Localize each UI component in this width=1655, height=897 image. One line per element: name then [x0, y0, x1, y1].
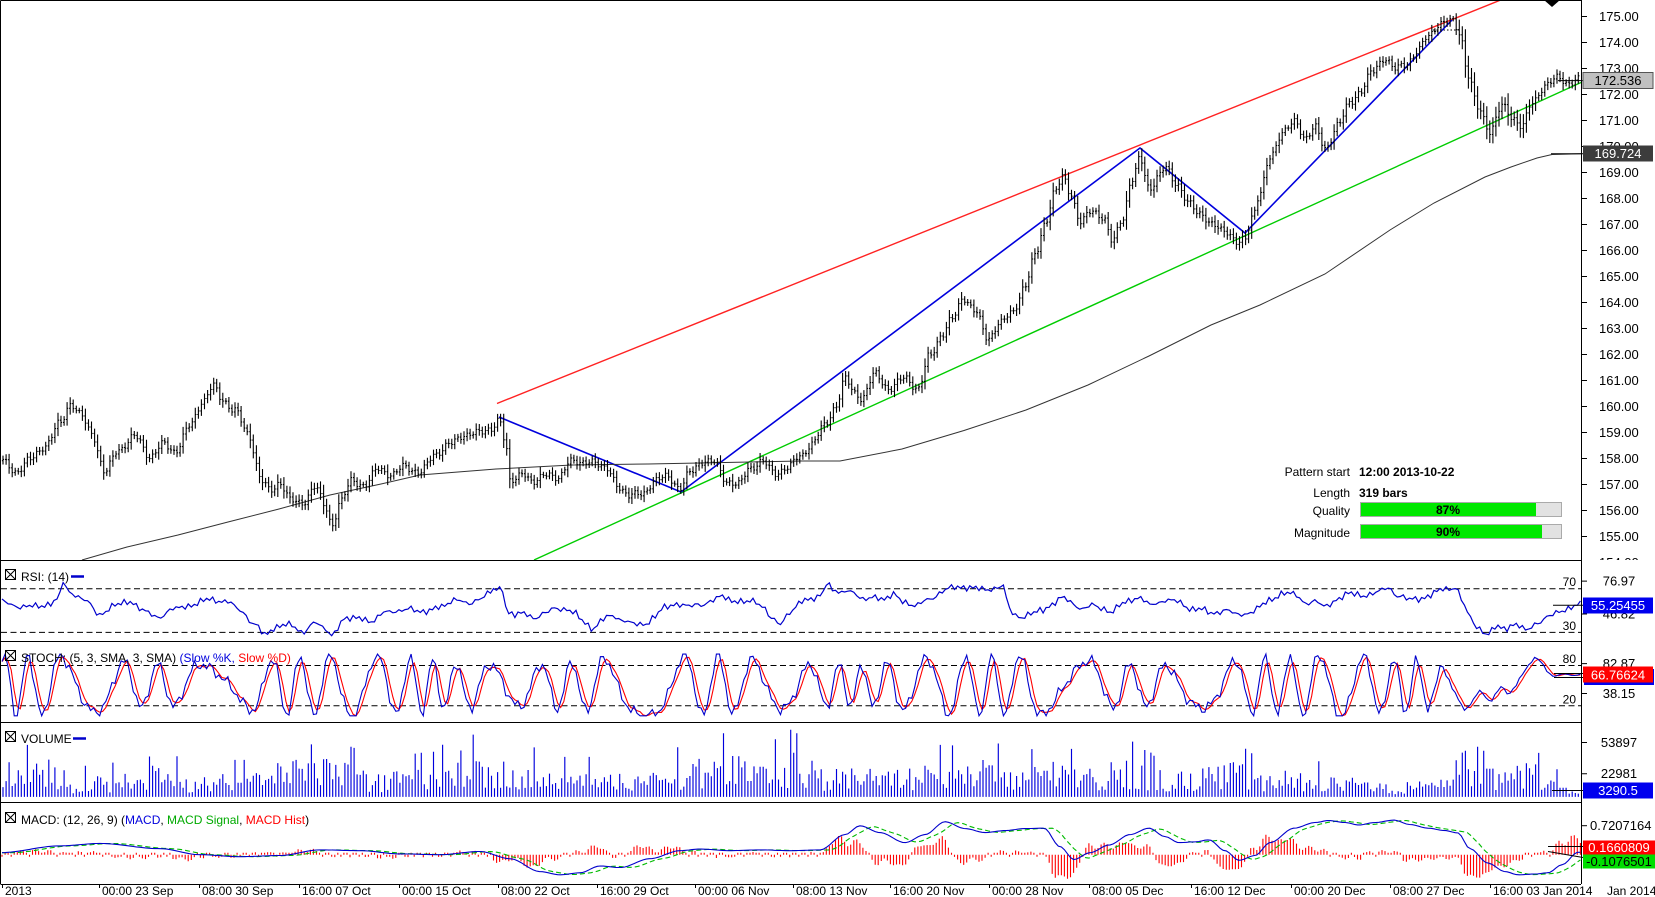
svg-text:38.15: 38.15: [1603, 686, 1636, 701]
svg-text:12:00 2013-10-22: 12:00 2013-10-22: [1359, 465, 1455, 479]
svg-text:2013: 2013: [5, 884, 32, 897]
svg-text:3290.5: 3290.5: [1598, 783, 1638, 798]
svg-text:157.00: 157.00: [1599, 477, 1639, 492]
svg-text:70: 70: [1563, 575, 1577, 589]
svg-text:0.1660809: 0.1660809: [1588, 840, 1649, 855]
svg-text:159.00: 159.00: [1599, 425, 1639, 440]
svg-text:00:00 15 Oct: 00:00 15 Oct: [402, 884, 471, 897]
svg-text:STOCH: (5, 3, SMA, 3, SMA) (Sl: STOCH: (5, 3, SMA, 3, SMA) (Slow %K, Slo…: [21, 651, 291, 665]
svg-text:Quality: Quality: [1313, 504, 1350, 518]
svg-text:161.00: 161.00: [1599, 373, 1639, 388]
svg-text:66.76624: 66.76624: [1591, 668, 1645, 683]
svg-text:VOLUME: VOLUME: [21, 732, 72, 746]
svg-text:169.724: 169.724: [1595, 146, 1642, 161]
svg-text:08:00 22 Oct: 08:00 22 Oct: [501, 884, 570, 897]
svg-text:175.00: 175.00: [1599, 9, 1639, 24]
svg-text:Length: Length: [1313, 486, 1350, 500]
svg-text:80: 80: [1563, 652, 1577, 666]
svg-text:165.00: 165.00: [1599, 269, 1639, 284]
svg-text:0.7207164: 0.7207164: [1590, 818, 1651, 833]
svg-text:164.00: 164.00: [1599, 295, 1639, 310]
svg-text:Magnitude: Magnitude: [1294, 526, 1350, 540]
svg-text:00:00 28 Nov: 00:00 28 Nov: [992, 884, 1063, 897]
svg-text:RSI: (14): RSI: (14): [21, 570, 69, 584]
svg-text:158.00: 158.00: [1599, 451, 1639, 466]
svg-text:30: 30: [1563, 619, 1577, 633]
svg-text:167.00: 167.00: [1599, 217, 1639, 232]
svg-text:08:00 30 Sep: 08:00 30 Sep: [202, 884, 274, 897]
svg-text:160.00: 160.00: [1599, 399, 1639, 414]
svg-text:00:00 06 Nov: 00:00 06 Nov: [698, 884, 769, 897]
svg-text:16:00 12 Dec: 16:00 12 Dec: [1194, 884, 1265, 897]
svg-text:MACD: (12, 26, 9) (MACD, MACD: MACD: (12, 26, 9) (MACD, MACD Signal, MA…: [21, 813, 309, 827]
svg-text:55.25455: 55.25455: [1591, 598, 1645, 613]
svg-text:168.00: 168.00: [1599, 191, 1639, 206]
svg-text:08:00 27 Dec: 08:00 27 Dec: [1393, 884, 1464, 897]
svg-text:156.00: 156.00: [1599, 503, 1639, 518]
svg-text:76.97: 76.97: [1603, 574, 1636, 589]
svg-text:174.00: 174.00: [1599, 35, 1639, 50]
svg-text:08:00 13 Nov: 08:00 13 Nov: [796, 884, 867, 897]
svg-text:Pattern start: Pattern start: [1285, 465, 1351, 479]
svg-text:155.00: 155.00: [1599, 529, 1639, 544]
svg-text:172.00: 172.00: [1599, 87, 1639, 102]
svg-text:172.536: 172.536: [1595, 73, 1642, 88]
svg-text:87%: 87%: [1436, 503, 1460, 517]
svg-text:Jan 2014: Jan 2014: [1607, 884, 1655, 897]
svg-text:-0.1076501: -0.1076501: [1586, 854, 1652, 869]
svg-text:00:00 20 Dec: 00:00 20 Dec: [1294, 884, 1365, 897]
svg-text:16:00 07 Oct: 16:00 07 Oct: [302, 884, 371, 897]
svg-text:163.00: 163.00: [1599, 321, 1639, 336]
svg-text:08:00 05 Dec: 08:00 05 Dec: [1092, 884, 1163, 897]
svg-text:16:00 29 Oct: 16:00 29 Oct: [600, 884, 669, 897]
svg-text:00:00 23 Sep: 00:00 23 Sep: [102, 884, 174, 897]
svg-text:154.00: 154.00: [1599, 555, 1639, 570]
svg-text:16:00 20 Nov: 16:00 20 Nov: [893, 884, 964, 897]
svg-text:22981: 22981: [1601, 766, 1637, 781]
svg-text:166.00: 166.00: [1599, 243, 1639, 258]
svg-text:169.00: 169.00: [1599, 165, 1639, 180]
svg-text:319 bars: 319 bars: [1359, 486, 1408, 500]
svg-text:171.00: 171.00: [1599, 113, 1639, 128]
svg-text:53897: 53897: [1601, 735, 1637, 750]
svg-text:162.00: 162.00: [1599, 347, 1639, 362]
svg-text:16:00 03 Jan 2014: 16:00 03 Jan 2014: [1493, 884, 1593, 897]
svg-text:20: 20: [1563, 693, 1577, 707]
svg-text:90%: 90%: [1436, 525, 1460, 539]
